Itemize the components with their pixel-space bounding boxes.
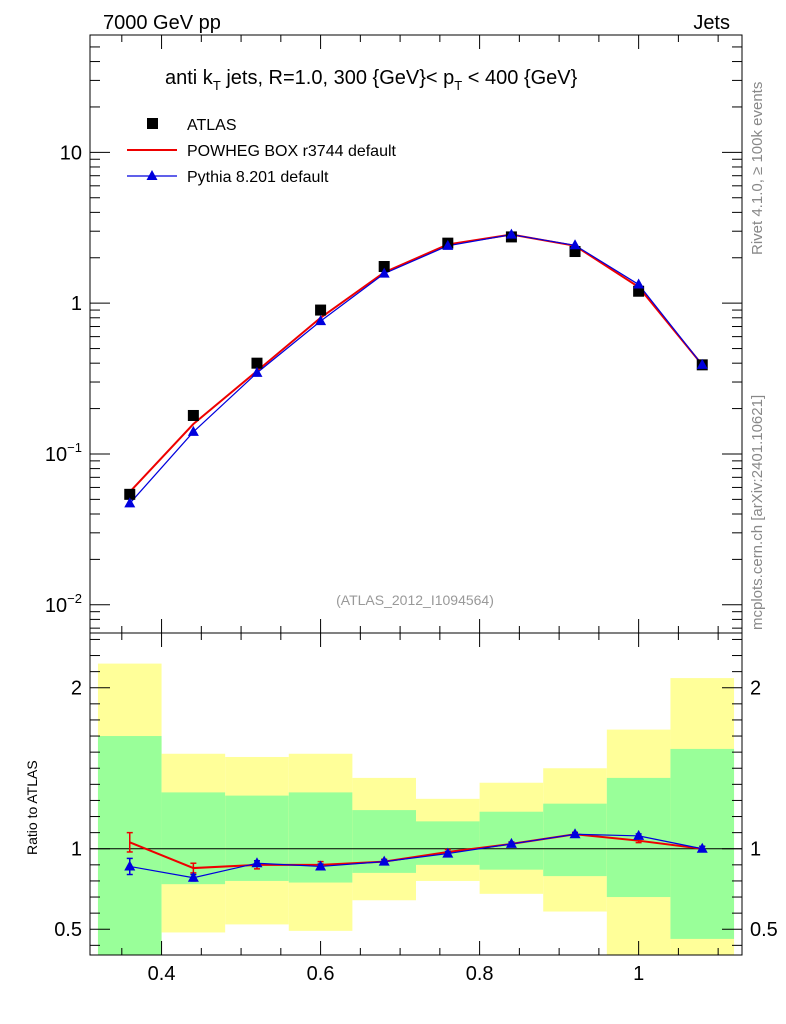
legend-pythia-marker xyxy=(146,170,158,180)
ratio-axis-ticks: 2 2 1 1 0.5 0.5 0.4 0.6 0.8 1 xyxy=(54,633,778,985)
pythia-ratio-marker xyxy=(442,847,454,858)
y-tick-label: 10−2 xyxy=(45,591,82,617)
pythia-main-marker xyxy=(251,366,263,377)
atlas-data-point xyxy=(633,285,645,297)
rivet-version-label: Rivet 4.1.0, ≥ 100k events xyxy=(749,82,766,255)
legend: ATLAS POWHEG BOX r3744 default Pythia 8.… xyxy=(127,117,397,186)
y-tick-label-base: 1 xyxy=(71,293,82,315)
x-tick-label: 0.8 xyxy=(466,963,494,985)
x-tick-label: 1 xyxy=(633,963,644,985)
ratio-y-tick-label-left: 1 xyxy=(71,839,82,861)
ratio-y-tick-label-left: 0.5 xyxy=(54,919,82,941)
y-tick-label-base: 10 xyxy=(60,142,82,164)
y-tick-label-exponent: −1 xyxy=(67,440,82,455)
mcplots-label: mcplots.cern.ch [arXiv:2401.10621] xyxy=(749,395,766,630)
atlas-data-point xyxy=(124,488,136,500)
main-series xyxy=(124,228,708,508)
x-tick-label: 0.4 xyxy=(148,963,176,985)
ratio-y-tick-label-right: 1 xyxy=(750,839,761,861)
pythia-ratio-marker xyxy=(315,860,327,871)
atlas-data-point xyxy=(315,304,327,316)
pythia-ratio-marker xyxy=(696,842,708,853)
pythia-main-marker xyxy=(187,425,199,436)
ratio-y-tick-label-left: 2 xyxy=(71,678,82,700)
y-tick-label: 10 xyxy=(60,142,82,164)
pythia-ratio-marker xyxy=(187,871,199,882)
atlas-data-point xyxy=(187,409,199,421)
title-part-end: < 400 {GeV} xyxy=(462,67,577,89)
pythia-ratio-marker xyxy=(569,828,581,839)
ratio-y-tick-label-right: 2 xyxy=(750,678,761,700)
pythia-main-marker xyxy=(569,239,581,250)
pythia-main-marker xyxy=(124,497,136,508)
pythia-ratio-line xyxy=(129,833,703,879)
ratio-series xyxy=(124,828,708,882)
x-tick-label: 0.6 xyxy=(307,963,335,985)
pythia-ratio-marker xyxy=(251,857,263,868)
pythia-ratio-marker xyxy=(505,837,517,848)
legend-powheg-label: POWHEG BOX r3744 default xyxy=(187,143,397,160)
title-part-main: anti k xyxy=(165,67,214,89)
ratio-uncertainty-bands xyxy=(90,663,742,955)
legend-pythia-label: Pythia 8.201 default xyxy=(187,169,329,186)
atlas-data-point xyxy=(569,246,581,258)
powheg-ratio-line xyxy=(129,833,703,870)
y-tick-label: 1 xyxy=(71,293,82,315)
legend-atlas-marker xyxy=(147,118,158,129)
legend-atlas-label: ATLAS xyxy=(187,117,237,134)
process-label: Jets xyxy=(693,12,730,34)
ratio-ylabel: Ratio to ATLAS xyxy=(24,760,40,855)
atlas-data-point xyxy=(378,261,390,273)
ratio-y-tick-label-right: 0.5 xyxy=(750,919,778,941)
title-part-mid: jets, R=1.0, 300 {GeV}< p xyxy=(221,67,455,89)
ratio-panel-frame xyxy=(89,632,743,956)
powheg-main-line xyxy=(129,233,704,493)
band-inner-bin xyxy=(416,821,480,865)
pythia-main-marker xyxy=(315,315,327,326)
y-tick-label: 10−1 xyxy=(45,440,82,466)
chart-title: anti kT jets, R=1.0, 300 {GeV}< pT < 400… xyxy=(165,67,578,93)
pythia-main-marker xyxy=(696,358,708,369)
pythia-main-line xyxy=(129,233,703,504)
y-tick-label-base: 10 xyxy=(45,595,67,617)
pythia-main-marker xyxy=(378,267,390,278)
atlas-data-point xyxy=(251,357,263,369)
title-sub-kt: T xyxy=(213,78,221,93)
analysis-watermark: (ATLAS_2012_I1094564) xyxy=(336,592,494,608)
y-tick-label-base: 10 xyxy=(45,444,67,466)
collision-label: 7000 GeV pp xyxy=(103,12,221,34)
band-inner-bin xyxy=(543,803,607,877)
pythia-ratio-marker xyxy=(378,855,390,866)
pythia-main-marker xyxy=(633,278,645,289)
pythia-main-marker xyxy=(442,239,454,250)
title-sub-pt: T xyxy=(454,78,462,93)
pythia-main-marker xyxy=(505,228,517,239)
y-tick-label-exponent: −2 xyxy=(67,591,82,606)
pythia-ratio-marker xyxy=(124,860,136,871)
pythia-ratio-marker xyxy=(633,829,645,840)
